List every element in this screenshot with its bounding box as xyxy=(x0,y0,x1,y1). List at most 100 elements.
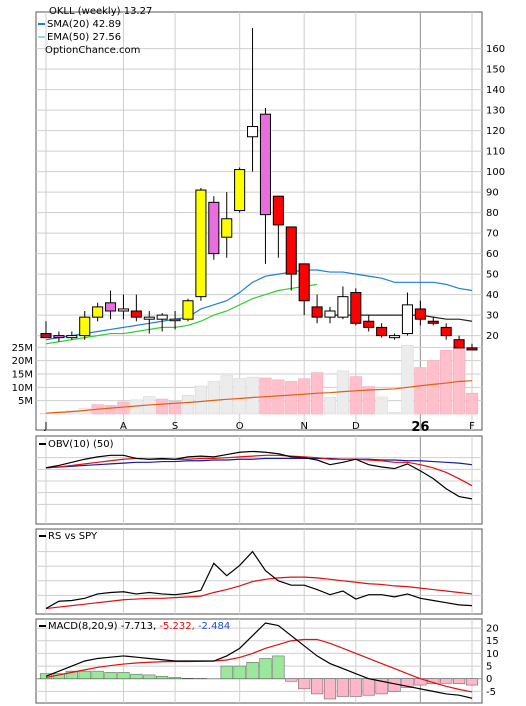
price-tick-label: 20 xyxy=(486,331,499,342)
volume-bar xyxy=(181,395,195,415)
price-tick-label: 100 xyxy=(486,167,505,178)
macd-histogram-bar xyxy=(91,670,104,679)
price-tick-label: 50 xyxy=(486,270,499,281)
volume-bar xyxy=(104,405,117,415)
rs-label: RS vs SPY xyxy=(48,531,98,542)
candle-body xyxy=(105,302,117,312)
watermark-label: OptionChance.com xyxy=(45,45,140,56)
macd-histogram-bar xyxy=(311,678,324,695)
volume-bar xyxy=(207,380,220,415)
volume-bar xyxy=(246,376,259,415)
price-tick-label: 160 xyxy=(486,44,505,55)
macd-label-signal: -5.232, xyxy=(159,621,198,632)
obv-line xyxy=(45,450,473,500)
candle-body xyxy=(427,320,439,324)
x-tick-label: J xyxy=(44,421,48,432)
candle-body xyxy=(117,308,129,312)
candle-body xyxy=(259,113,271,216)
volume-average-line xyxy=(45,380,473,414)
candle-body xyxy=(208,201,220,255)
chart-symbol-label: OKLL (weekly) 13.27 xyxy=(49,6,152,17)
volume-bar xyxy=(362,386,375,415)
volume-bar xyxy=(465,392,479,415)
volume-bar xyxy=(323,397,337,415)
x-tick-label: F xyxy=(469,421,475,432)
candle-body xyxy=(350,292,362,324)
candle-body xyxy=(247,126,259,138)
macd-tick-label: 0 xyxy=(486,674,492,685)
volume-bar xyxy=(168,401,182,415)
candle-body xyxy=(285,226,297,275)
macd-histogram-bar xyxy=(117,672,130,679)
obv-long-line xyxy=(45,457,473,469)
candle-body xyxy=(79,316,91,337)
candle-body xyxy=(389,335,401,339)
macd-histogram-bar xyxy=(169,677,182,679)
macd-tick-label: 10 xyxy=(486,649,499,660)
candle-body xyxy=(40,333,52,339)
volume-tick-label: 25M xyxy=(12,343,33,354)
candle-body xyxy=(466,347,478,351)
volume-bar xyxy=(233,378,246,415)
candle-body xyxy=(337,296,349,318)
macd-label: MACD(8,20,9) -7.713, -5.232, -2.484 xyxy=(48,621,230,632)
macd-histogram-bar xyxy=(453,678,466,685)
price-tick-label: 40 xyxy=(486,290,499,301)
candle-body xyxy=(440,326,452,337)
panel-frame-3 xyxy=(35,528,483,615)
volume-tick-label: 15M xyxy=(12,370,33,381)
macd-histogram-bar xyxy=(272,655,285,679)
candle-body xyxy=(311,306,323,318)
obv-label: OBV(10) (50) xyxy=(48,439,114,450)
candle-body xyxy=(143,316,155,320)
macd-tick-label: 5 xyxy=(486,662,492,673)
macd-histogram-bar xyxy=(285,678,298,682)
macd-histogram-bar xyxy=(181,677,195,679)
volume-bar xyxy=(272,379,285,415)
price-tick-label: 140 xyxy=(486,85,505,96)
macd-histogram-bar xyxy=(323,678,337,700)
x-tick-label: D xyxy=(352,421,360,432)
candle-body xyxy=(453,339,465,349)
price-tick-label: 110 xyxy=(486,147,505,158)
macd-histogram-bar xyxy=(336,678,349,697)
volume-bar xyxy=(298,378,311,415)
legend-label: EMA(50) 27.56 xyxy=(47,32,121,43)
macd-histogram-bar xyxy=(440,678,453,684)
panel-frame-4 xyxy=(35,618,483,704)
obv-signal-line xyxy=(45,454,473,487)
macd-line xyxy=(45,622,473,699)
price-tick-label: 130 xyxy=(486,106,505,117)
volume-bar xyxy=(349,376,362,415)
macd-histogram-bar xyxy=(375,678,388,695)
macd-histogram-bar xyxy=(246,662,259,679)
sma20-line xyxy=(45,269,473,341)
volume-tick-label: 20M xyxy=(12,356,33,367)
price-tick-label: 90 xyxy=(486,188,499,199)
macd-histogram-bar xyxy=(156,675,169,679)
x-tick-label: A xyxy=(120,421,127,432)
macd-histogram-bar xyxy=(465,678,479,686)
macd-histogram-bar xyxy=(130,673,143,679)
candle-body xyxy=(324,310,336,318)
candle-body xyxy=(272,195,284,226)
panel-frame-1 xyxy=(35,11,483,431)
macd-histogram-bar xyxy=(78,670,91,679)
volume-bar xyxy=(194,385,208,415)
macd-label-prefix: MACD(8,20,9) -7.713, xyxy=(48,621,159,632)
volume-bar xyxy=(285,381,298,415)
volume-bar xyxy=(401,344,414,415)
macd-histogram-bar xyxy=(143,674,156,679)
x-tick-label: 26 xyxy=(411,420,429,435)
candle-body xyxy=(195,189,207,298)
macd-histogram-bar xyxy=(259,658,272,679)
price-tick-label: 120 xyxy=(486,126,505,137)
volume-bar xyxy=(388,412,401,415)
candle-body xyxy=(221,218,233,238)
ema50-line xyxy=(45,283,318,345)
candle-body xyxy=(130,310,142,318)
price-tick-label: 30 xyxy=(486,311,499,322)
legend-label: SMA(20) 42.89 xyxy=(47,19,121,30)
x-tick-label: N xyxy=(300,421,307,432)
price-tick-label: 80 xyxy=(486,208,499,219)
